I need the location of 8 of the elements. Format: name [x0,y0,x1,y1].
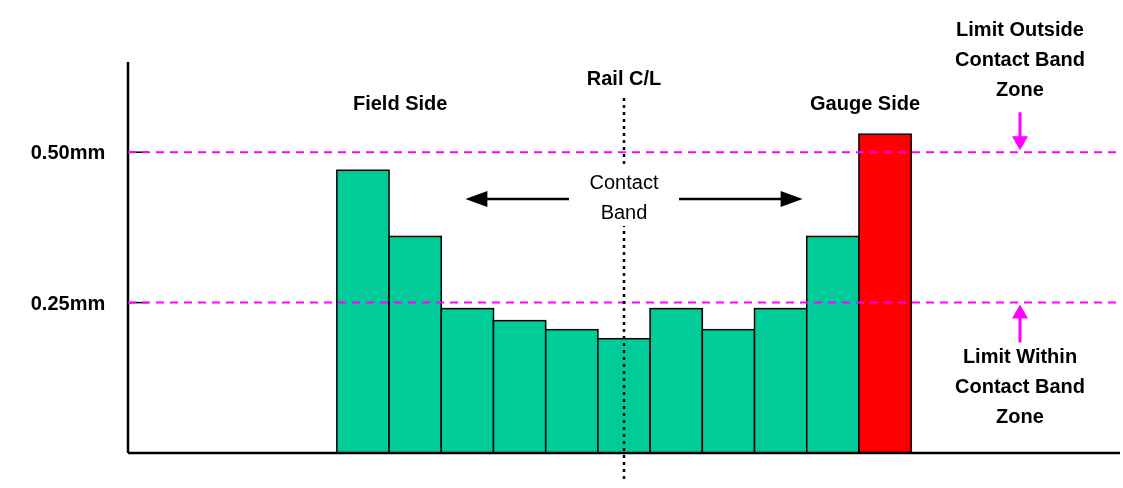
legend-label: Limit Within Contact Band Zone [955,344,1085,427]
annotation: Rail C/L [586,67,662,89]
annotation: Field Side [352,92,448,114]
y-tick-label: 0.50mm [30,141,106,164]
annotation: Contact Band [589,171,659,223]
ref-line-label: Limit Outside Contact Band Zone [955,18,1085,101]
annotation: Gauge Side [810,92,921,114]
y-tick-label: 0.25mm [30,291,106,314]
